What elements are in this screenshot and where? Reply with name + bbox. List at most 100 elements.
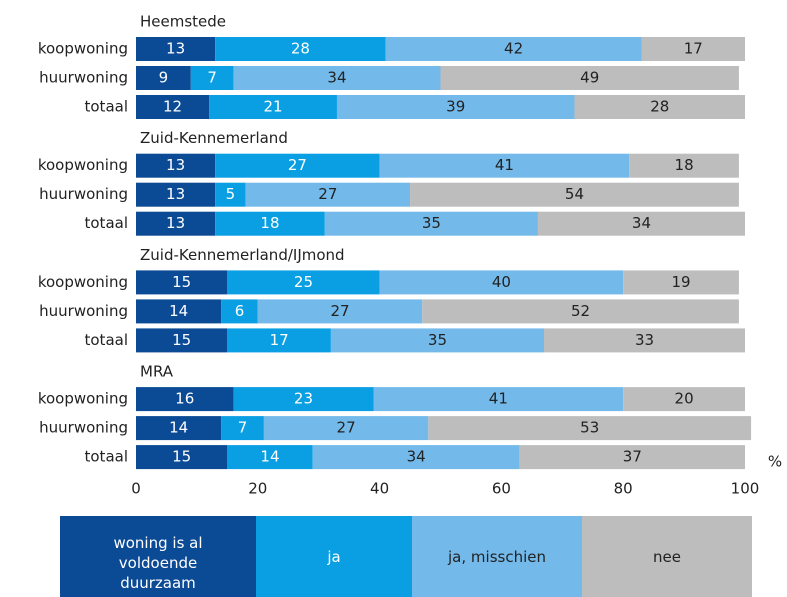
value-label: 17 <box>684 40 703 58</box>
bar-segment <box>641 37 745 61</box>
category-label: totaal <box>85 98 129 116</box>
category-label: huurwoning <box>39 69 128 87</box>
value-label: 20 <box>675 390 694 408</box>
group-title: Zuid-Kennemerland <box>140 129 288 147</box>
category-label: totaal <box>85 448 129 466</box>
value-label: 27 <box>337 419 356 437</box>
x-tick-label: 20 <box>248 480 267 498</box>
value-label: 14 <box>169 302 188 320</box>
bar-segment <box>385 37 642 61</box>
bar-segment <box>623 270 739 295</box>
group-title: Zuid-Kennemerland/IJmond <box>140 246 345 264</box>
value-label: 41 <box>495 156 514 174</box>
group-title: Heemstede <box>140 13 226 31</box>
legend: woning is al voldoende duurzaam ja ja, mis… <box>60 516 752 597</box>
x-tick-label: 100 <box>731 480 760 498</box>
value-label: 13 <box>166 185 185 203</box>
value-label: 52 <box>571 302 590 320</box>
bar-segment <box>221 299 258 324</box>
value-label: 5 <box>226 185 236 203</box>
category-label: koopwoning <box>38 390 128 408</box>
bar-segment <box>209 95 337 119</box>
bar-segment <box>245 182 411 207</box>
bar-segment <box>519 445 745 470</box>
value-label: 28 <box>291 40 310 58</box>
chart: % 0 20 40 60 80 100 Heemstede Zuid-Kennemerland… <box>38 13 782 498</box>
value-label: 21 <box>263 98 282 116</box>
bar-segment <box>428 416 752 441</box>
x-unit: % <box>768 453 782 471</box>
value-label: 54 <box>565 185 584 203</box>
value-label: 34 <box>327 69 346 87</box>
bar-segment <box>623 387 745 412</box>
value-label: 13 <box>166 214 185 232</box>
bar-segment <box>136 211 216 236</box>
bar-segment <box>136 445 228 470</box>
bar-segment <box>136 416 222 441</box>
value-label: 6 <box>235 302 245 320</box>
value-label: 33 <box>635 331 654 349</box>
bar-segment <box>221 416 264 441</box>
value-label: 49 <box>580 69 599 87</box>
bar-segment <box>215 182 246 207</box>
value-label: 34 <box>407 448 426 466</box>
bar-segment <box>410 182 739 207</box>
bar-segment <box>136 182 216 207</box>
bar-segment <box>233 66 441 90</box>
value-label: 14 <box>169 419 188 437</box>
value-label: 27 <box>318 185 337 203</box>
value-label: 16 <box>175 390 194 408</box>
value-label: 9 <box>159 69 169 87</box>
value-label: 19 <box>672 273 691 291</box>
value-label: 28 <box>650 98 669 116</box>
value-label: 25 <box>294 273 313 291</box>
value-label: 40 <box>492 273 511 291</box>
category-label: koopwoning <box>38 40 128 58</box>
legend-entry: nee <box>582 516 752 597</box>
x-tick-label: 0 <box>131 480 141 498</box>
bar-segment <box>227 328 331 353</box>
value-label: 14 <box>260 448 279 466</box>
legend-entry: ja, misschien <box>412 516 582 597</box>
bar-segment <box>257 299 423 324</box>
x-tick-label: 40 <box>370 480 389 498</box>
value-label: 15 <box>172 448 191 466</box>
bar-segment <box>227 445 313 470</box>
group-title: MRA <box>140 363 174 381</box>
legend-entry: ja <box>256 516 412 597</box>
x-tick-label: 60 <box>492 480 511 498</box>
value-label: 27 <box>288 156 307 174</box>
category-label: huurwoning <box>39 302 128 320</box>
bar-segment <box>136 299 222 324</box>
category-label: koopwoning <box>38 156 128 174</box>
bar-segment <box>373 387 624 412</box>
bar-segment <box>136 387 234 412</box>
bar-segment <box>537 211 745 236</box>
bar-segment <box>379 153 630 178</box>
bar-segment <box>136 37 216 61</box>
value-label: 17 <box>270 331 289 349</box>
bar-segment <box>330 328 545 353</box>
bar-segment <box>263 416 429 441</box>
bar-segment <box>136 328 228 353</box>
bar-segment <box>312 445 520 470</box>
value-label: 13 <box>166 40 185 58</box>
legend-entry: woning is al voldoende duurzaam <box>60 516 256 597</box>
value-label: 15 <box>172 273 191 291</box>
bar-segment <box>190 66 234 90</box>
bar-segment <box>215 211 325 236</box>
value-label: 7 <box>207 69 217 87</box>
value-label: 15 <box>172 331 191 349</box>
value-label: 53 <box>580 419 599 437</box>
value-label: 42 <box>504 40 523 58</box>
category-label: koopwoning <box>38 273 128 291</box>
value-label: 34 <box>632 214 651 232</box>
bar-segment <box>215 153 380 178</box>
bar-segment <box>544 328 745 353</box>
bar-segment <box>136 66 191 90</box>
category-label: huurwoning <box>39 419 128 437</box>
value-label: 35 <box>428 331 447 349</box>
bar-segment <box>629 153 739 178</box>
bar-segment <box>336 95 575 119</box>
